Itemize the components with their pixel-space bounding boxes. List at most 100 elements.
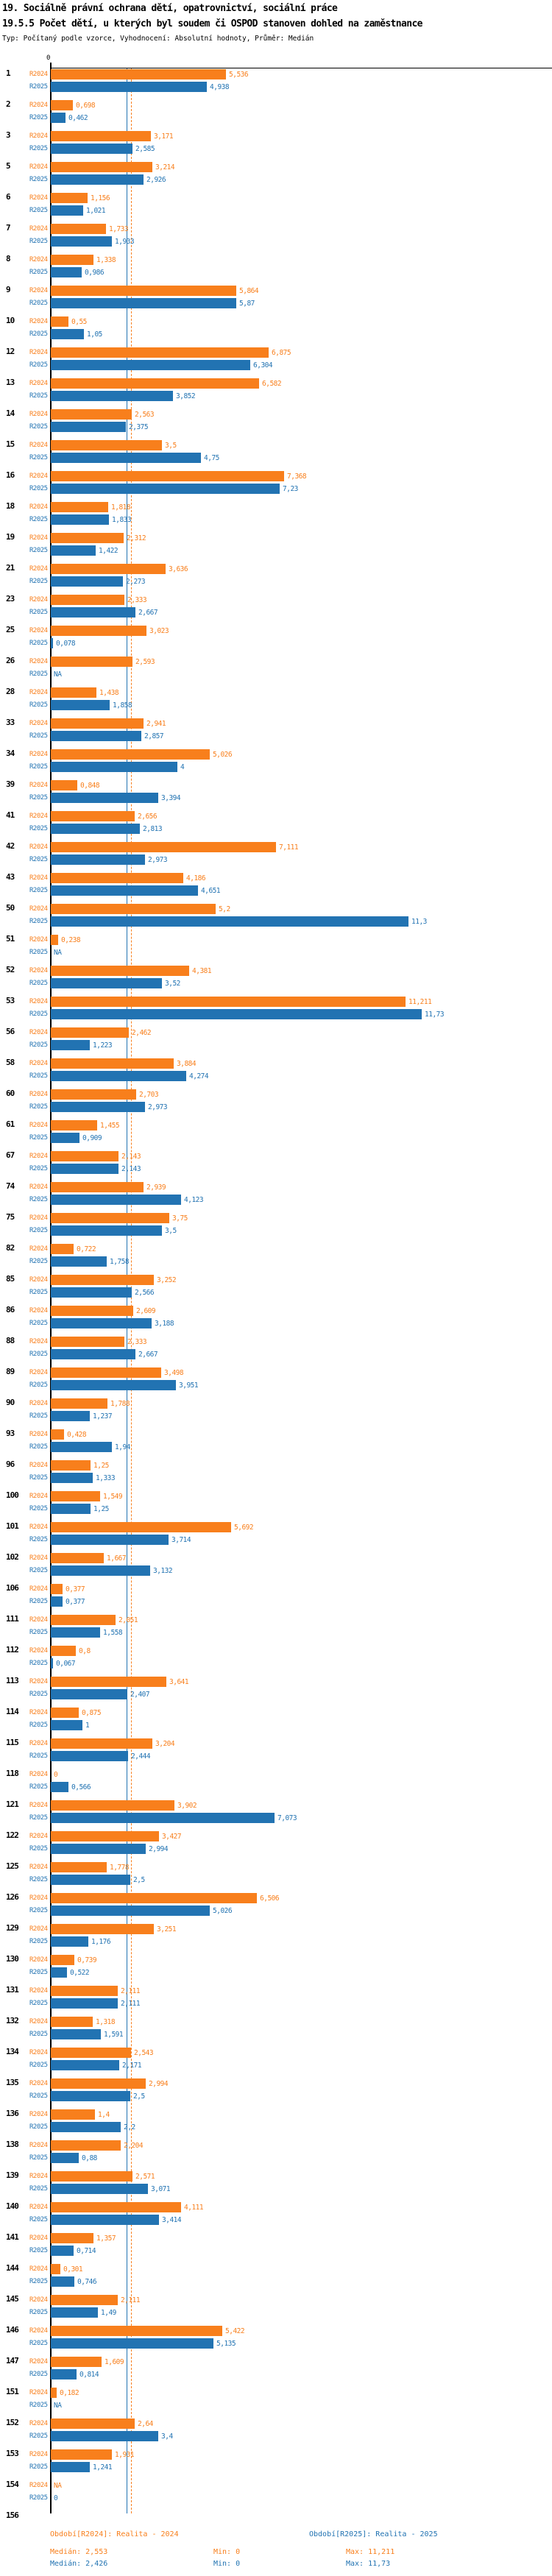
row-number-label: 130 (6, 1954, 19, 1964)
bar-r2025 (51, 916, 408, 927)
value-label: 1,94 (115, 1443, 130, 1451)
value-label: 3,023 (149, 627, 169, 635)
value-label: 2,926 (146, 176, 166, 184)
series-label-r2024: R2024 (29, 1493, 48, 1500)
value-label: 3,188 (155, 1320, 174, 1328)
series-label-r2025: R2025 (29, 2340, 48, 2347)
series-label-r2025: R2025 (29, 330, 48, 338)
bar-r2025 (51, 514, 109, 525)
bar-group: 8 R2024 1,338 R2025 0,986 (0, 254, 552, 277)
series-label-r2024: R2024 (29, 2358, 48, 2366)
series-label-r2024: R2024 (29, 163, 48, 171)
series-label-r2025: R2025 (29, 2216, 48, 2223)
value-label: 1,778 (110, 1864, 130, 1872)
value-label: NA (54, 949, 62, 957)
value-label: 2,462 (132, 1029, 152, 1037)
bar-r2024 (51, 1738, 152, 1749)
value-label: 5,422 (225, 2327, 245, 2335)
row-number-label: 114 (6, 1707, 19, 1716)
series-label-r2025: R2025 (29, 887, 48, 894)
bar-r2025 (51, 1287, 132, 1298)
bar-r2025 (51, 576, 123, 587)
bar-group: 18 R2024 1,818 R2025 1,833 (0, 501, 552, 525)
bar-group: 34 R2024 5,026 R2025 4 (0, 749, 552, 772)
bar-r2024 (51, 1646, 76, 1656)
value-label: 0,238 (61, 936, 81, 944)
series-label-r2024: R2024 (29, 503, 48, 511)
series-label-r2024: R2024 (29, 2204, 48, 2211)
bar-group: 3 R2024 3,171 R2025 2,585 (0, 130, 552, 154)
series-label-r2024: R2024 (29, 71, 48, 78)
stat-median-r2024: Medián: 2,553 (50, 2548, 108, 2556)
bar-group: 115 R2024 3,204 R2025 2,444 (0, 1738, 552, 1761)
bar-r2025 (51, 236, 112, 247)
value-label: 3,252 (157, 1276, 177, 1284)
value-label: 2,171 (122, 2062, 142, 2070)
bar-group: 100 R2024 1,549 R2025 1,25 (0, 1490, 552, 1514)
series-label-r2025: R2025 (29, 2000, 48, 2007)
series-label-r2024: R2024 (29, 2389, 48, 2396)
series-label-r2024: R2024 (29, 132, 48, 140)
bar-group: 152 R2024 2,64 R2025 3,4 (0, 2418, 552, 2441)
row-number-label: 82 (6, 1243, 15, 1253)
bar-group: 52 R2024 4,381 R2025 3,52 (0, 965, 552, 988)
value-label: 5,87 (239, 300, 255, 308)
series-label-r2024: R2024 (29, 534, 48, 542)
series-label-r2024: R2024 (29, 1153, 48, 1160)
value-label: 6,875 (272, 349, 291, 357)
series-label-r2024: R2024 (29, 411, 48, 418)
value-label: 1,758 (110, 1258, 130, 1266)
bar-group: 146 R2024 5,422 R2025 5,135 (0, 2325, 552, 2349)
bar-r2025 (51, 1875, 130, 1885)
series-label-r2025: R2025 (29, 578, 48, 585)
value-label: 1,558 (103, 1629, 123, 1637)
bar-r2025 (51, 1504, 91, 1514)
series-label-r2024: R2024 (29, 1616, 48, 1624)
series-label-r2025: R2025 (29, 485, 48, 492)
series-label-r2025: R2025 (29, 361, 48, 369)
bar-r2025 (51, 1411, 90, 1421)
bar-r2025 (51, 1225, 162, 1236)
row-number-label: 141 (6, 2232, 19, 2242)
value-label: 3,714 (171, 1536, 191, 1544)
bar-group: 118 R2024 0 R2025 0,566 (0, 1769, 552, 1792)
bar-r2024 (51, 347, 269, 358)
bar-r2024 (51, 2017, 93, 2027)
series-label-r2024: R2024 (29, 1802, 48, 1809)
value-label: 11,211 (408, 998, 432, 1006)
value-label: 0 (54, 1771, 58, 1779)
bar-r2024 (51, 687, 96, 698)
value-label: 2,941 (146, 720, 166, 728)
value-label: 0,377 (66, 1585, 85, 1593)
value-label: 3,171 (154, 132, 174, 141)
series-label-r2024: R2024 (29, 1091, 48, 1098)
row-number-label: 5 (6, 161, 11, 171)
chart-meta-line: Typ: Počítaný podle vzorce, Vyhodnocení:… (2, 35, 314, 43)
series-label-r2025: R2025 (29, 1876, 48, 1883)
bar-group: 85 R2024 3,252 R2025 2,566 (0, 1274, 552, 1298)
value-label: 4,75 (204, 454, 219, 462)
bar-r2024 (51, 193, 88, 203)
bar-group: 132 R2024 1,318 R2025 1,591 (0, 2016, 552, 2039)
bar-r2024 (51, 2048, 131, 2058)
value-label: 0,428 (67, 1431, 87, 1439)
series-label-r2025: R2025 (29, 238, 48, 245)
stat-min-r2024: Min: 0 (213, 2548, 241, 2556)
value-label: 2,204 (124, 2142, 144, 2150)
bar-group: 53 R2024 11,211 R2025 11,73 (0, 996, 552, 1019)
series-label-r2024: R2024 (29, 1925, 48, 1933)
series-label-r2024: R2024 (29, 1864, 48, 1871)
series-label-r2024: R2024 (29, 936, 48, 944)
series-label-r2025: R2025 (29, 1722, 48, 1729)
bar-r2024 (51, 935, 58, 945)
value-label: 11,3 (411, 918, 427, 926)
series-label-r2025: R2025 (29, 1660, 48, 1667)
bar-r2025 (51, 1596, 63, 1607)
bar-group: 41 R2024 2,656 R2025 2,813 (0, 810, 552, 834)
bar-group: 89 R2024 3,498 R2025 3,951 (0, 1367, 552, 1390)
series-label-r2024: R2024 (29, 442, 48, 449)
row-number-label: 28 (6, 687, 15, 696)
series-label-r2024: R2024 (29, 2142, 48, 2149)
series-label-r2025: R2025 (29, 856, 48, 863)
value-label: 7,368 (287, 473, 307, 481)
